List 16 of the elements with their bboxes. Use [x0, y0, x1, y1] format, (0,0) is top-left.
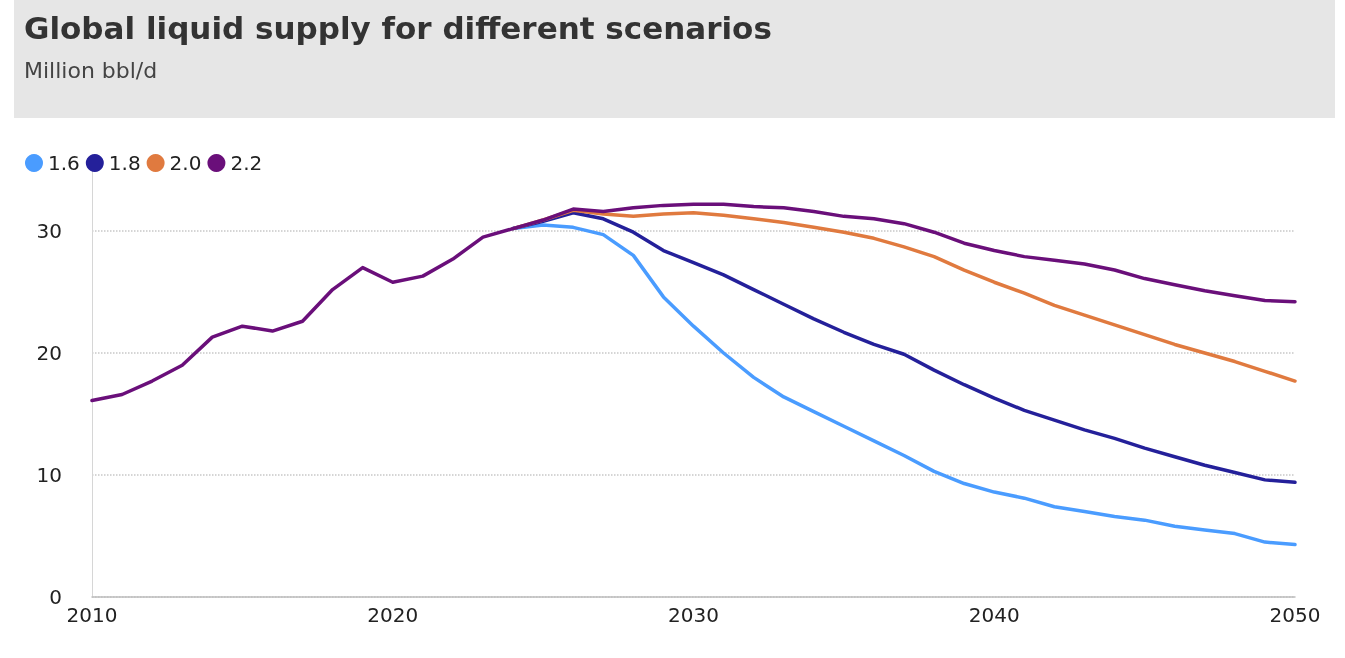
x-tick-label: 2020: [367, 603, 419, 627]
x-tick-label: 2010: [66, 603, 118, 627]
y-tick-label: 20: [36, 341, 62, 365]
x-tick-label: 2040: [968, 603, 1020, 627]
x-tick-label: 2030: [668, 603, 719, 627]
line-series: [90, 202, 1297, 403]
legend-label: 2.0: [169, 151, 202, 175]
chart-title: Global liquid supply for different scenarios: [24, 10, 772, 46]
legend-label: 2.2: [230, 151, 263, 175]
x-tick-label: 2050: [1269, 603, 1321, 627]
legend-label: 1.8: [108, 151, 141, 175]
chart-subtitle: Million bbl/d: [24, 58, 158, 83]
y-tick-label: 10: [36, 463, 62, 487]
legend-label: 1.6: [48, 151, 80, 175]
y-tick-label: 30: [36, 219, 62, 243]
y-tick-label: 0: [49, 585, 62, 609]
